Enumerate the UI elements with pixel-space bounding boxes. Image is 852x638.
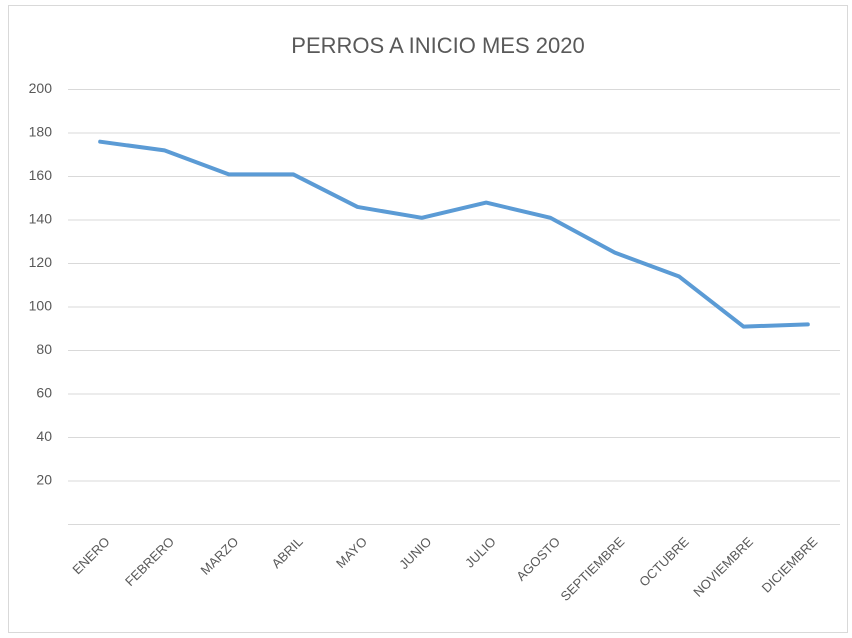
y-tick-label: 200 <box>29 80 53 96</box>
y-tick-label: 100 <box>29 298 53 314</box>
y-tick-label: 40 <box>36 428 52 444</box>
line <box>98 139 810 329</box>
y-tick-label: 20 <box>36 472 52 488</box>
y-tick-label: 80 <box>36 341 52 357</box>
y-tick-label: 160 <box>29 167 53 183</box>
y-tick-label: 60 <box>36 385 52 401</box>
chart-border <box>8 5 848 633</box>
y-tick-label: 120 <box>29 254 53 270</box>
chart-title: PERROS A INICIO MES 2020 <box>291 33 584 58</box>
y-tick-label: 180 <box>29 124 53 140</box>
y-tick-label: 140 <box>29 211 53 227</box>
